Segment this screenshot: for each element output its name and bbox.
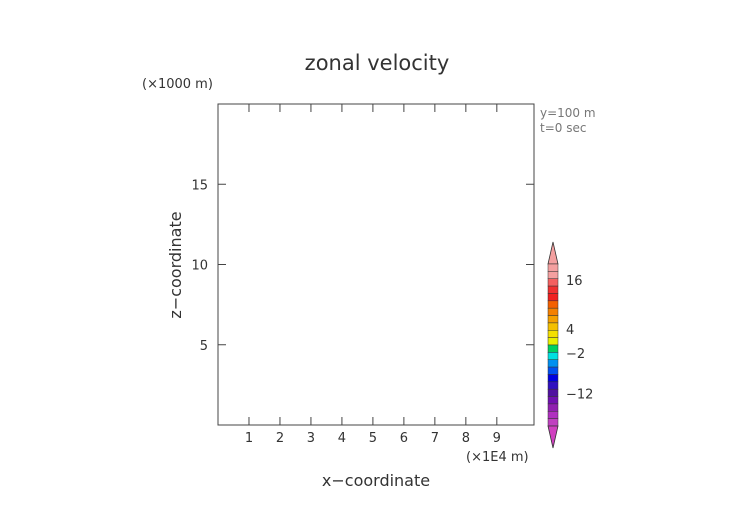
colorbar-segment xyxy=(547,381,559,390)
colorbar-segment xyxy=(547,278,559,287)
colorbar-segment xyxy=(547,352,559,360)
colorbar-segment xyxy=(547,322,559,331)
colorbar-segment xyxy=(547,418,559,427)
y-tick-label: 5 xyxy=(200,339,208,354)
colorbar-label: 16 xyxy=(566,274,583,289)
colorbar-label: 4 xyxy=(566,323,574,338)
colorbar-segment xyxy=(547,285,559,294)
colorbar-segment xyxy=(547,388,559,397)
colorbar-segment xyxy=(547,271,559,279)
colorbar-segment xyxy=(547,300,559,309)
x-tick-label: 7 xyxy=(431,431,439,446)
x-tick-label: 3 xyxy=(307,431,315,446)
x-tick-label: 8 xyxy=(462,431,470,446)
x-tick-label: 9 xyxy=(493,431,501,446)
colorbar-segment xyxy=(547,330,559,338)
chart-title: zonal velocity xyxy=(305,51,450,75)
x-unit-label: (×1E4 m) xyxy=(466,450,529,465)
y-unit-label: (×1000 m) xyxy=(142,77,213,92)
plot-area xyxy=(217,103,535,426)
x-tick-label: 4 xyxy=(338,431,346,446)
colorbar: 16 4 −2 −12 xyxy=(547,241,593,449)
x-tick-label: 6 xyxy=(400,431,408,446)
colorbar-segment xyxy=(547,396,559,405)
colorbar-segment xyxy=(547,293,559,302)
colorbar-segment xyxy=(547,263,559,272)
x-axis: 1 2 3 4 5 6 7 8 9 xyxy=(245,104,501,446)
annotation-t: t=0 sec xyxy=(540,121,586,135)
x-tick-label: 1 xyxy=(245,431,253,446)
colorbar-segment xyxy=(547,344,559,353)
annotation-y: y=100 m xyxy=(540,106,596,120)
x-axis-title: x−coordinate xyxy=(322,471,430,490)
y-axis: 5 10 15 xyxy=(191,178,534,354)
colorbar-segment xyxy=(547,307,559,316)
y-tick-label: 15 xyxy=(191,178,208,193)
colorbar-segment xyxy=(547,337,559,346)
colorbar-segment xyxy=(547,359,559,368)
colorbar-segment xyxy=(547,366,559,375)
colorbar-label: −2 xyxy=(566,347,585,362)
colorbar-top-arrow xyxy=(547,241,559,265)
colorbar-segment xyxy=(547,374,559,383)
colorbar-segment xyxy=(547,315,559,324)
y-tick-label: 10 xyxy=(191,259,208,274)
colorbar-label: −12 xyxy=(566,388,593,403)
x-tick-label: 5 xyxy=(369,431,377,446)
x-tick-label: 2 xyxy=(276,431,284,446)
colorbar-segment xyxy=(547,411,559,419)
colorbar-bottom-arrow xyxy=(547,425,559,449)
y-axis-title: z−coordinate xyxy=(166,211,185,318)
colorbar-segment xyxy=(547,403,559,412)
